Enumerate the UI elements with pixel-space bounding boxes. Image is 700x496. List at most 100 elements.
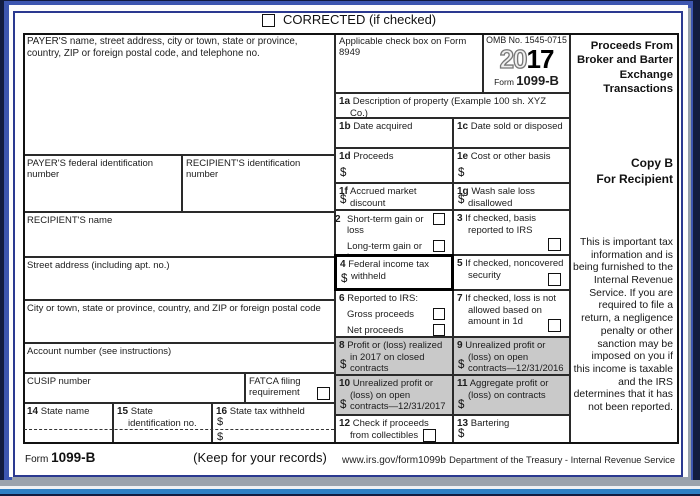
box-1e-cost-basis-field[interactable]: 1e Cost or other basis $ bbox=[453, 148, 570, 183]
box-13-dollar: $ bbox=[458, 428, 465, 441]
box-5-label: If checked, noncovered security bbox=[465, 258, 564, 281]
account-number-label: Account number (see instructions) bbox=[27, 346, 172, 357]
corrected-label: CORRECTED (if checked) bbox=[283, 12, 437, 27]
box-12-label: Check if proceeds from collectibles bbox=[350, 418, 429, 441]
box-1a-label: Description of property (Example 100 sh.… bbox=[350, 96, 547, 119]
box-14-number: 14 bbox=[27, 406, 39, 417]
box-12-collectibles-cell: 12 Check if proceeds from collectibles bbox=[335, 415, 453, 444]
recipient-notice: This is important tax information and is… bbox=[573, 237, 673, 413]
box-6-net-proceeds-label: Net proceeds bbox=[347, 324, 404, 336]
box-14-state-name-field[interactable]: 14 State name bbox=[23, 403, 113, 444]
box-3-basis-reported-cell: 3 If checked, basis reported to IRS bbox=[453, 210, 570, 255]
recipient-tin-label: RECIPIENT'S identification number bbox=[186, 158, 301, 181]
box-16-number: 16 bbox=[216, 406, 228, 417]
copy-b-label: Copy B bbox=[631, 156, 673, 170]
corrected-checkbox[interactable] bbox=[262, 14, 275, 27]
box-6-net-proceeds-checkbox[interactable] bbox=[433, 323, 445, 336]
box-15-number: 15 bbox=[117, 406, 129, 417]
irs-url-link[interactable]: www.irs.gov/form1099b bbox=[342, 455, 446, 466]
payer-info-field[interactable]: PAYER'S name, street address, city or to… bbox=[23, 33, 335, 155]
box-2-long-term-checkbox[interactable] bbox=[433, 239, 445, 252]
box-3-label: If checked, basis reported to IRS bbox=[465, 213, 536, 236]
box-1b-label: Date acquired bbox=[353, 121, 413, 132]
box-6-gross-proceeds-label: Gross proceeds bbox=[347, 308, 415, 320]
form-8949-checkbox-field[interactable]: Applicable check box on Form 8949 bbox=[335, 33, 483, 93]
bottom-blue-bar bbox=[0, 489, 700, 494]
right-column: Proceeds From Broker and Barter Exchange… bbox=[570, 33, 679, 444]
fatca-label: FATCA filing requirement bbox=[249, 376, 301, 399]
box-1e-dollar: $ bbox=[458, 167, 465, 180]
box-14-label: State name bbox=[40, 406, 90, 417]
box-1e-label: Cost or other basis bbox=[470, 151, 551, 162]
box-1b-date-acquired-field[interactable]: 1b Date acquired bbox=[335, 118, 453, 148]
box-2-gain-type-cell: 2 Short-term gain or loss Long-term gain … bbox=[335, 210, 453, 279]
box-16-label: State tax withheld bbox=[229, 406, 305, 417]
box-1f-label: Accrued market discount bbox=[350, 186, 417, 209]
box-2-short-term-checkbox[interactable] bbox=[433, 213, 445, 225]
box-3-checkbox[interactable] bbox=[548, 238, 561, 251]
box-9-label: Unrealized profit or (loss) on open cont… bbox=[465, 340, 564, 374]
recipient-name-label: RECIPIENT'S name bbox=[27, 215, 113, 226]
treasury-label: Department of the Treasury - Internal Re… bbox=[449, 455, 675, 465]
form-number-header: Form 1099-B bbox=[494, 73, 559, 89]
box-1c-date-sold-field[interactable]: 1c Date sold or disposed bbox=[453, 118, 570, 148]
box-4-label: Federal income tax withheld bbox=[348, 259, 429, 282]
bottom-shadow-strip bbox=[0, 480, 700, 486]
box-7-loss-not-allowed-cell: 7 If checked, loss is not allowed based … bbox=[453, 290, 570, 337]
fatca-checkbox[interactable] bbox=[317, 387, 330, 400]
box-8-profit-closed-field[interactable]: 8 Profit or (loss) realized in 2017 on c… bbox=[335, 337, 453, 375]
box-12-checkbox[interactable] bbox=[423, 429, 436, 442]
box-1d-proceeds-field[interactable]: 1d Proceeds $ bbox=[335, 148, 453, 183]
box-7-label: If checked, loss is not allowed based on… bbox=[465, 293, 557, 327]
payer-tin-label: PAYER'S federal identification number bbox=[27, 158, 154, 181]
box-11-aggregate-field[interactable]: 11 Aggregate profit or (loss) on contrac… bbox=[453, 375, 570, 415]
box-16-dollar-1: $ bbox=[217, 416, 224, 428]
box-4-fed-tax-withheld-field[interactable]: 4 Federal income tax withheld $ bbox=[334, 254, 454, 291]
box-1g-wash-sale-field[interactable]: 1g Wash sale loss disallowed $ bbox=[453, 183, 570, 210]
cusip-field[interactable]: CUSIP number bbox=[23, 373, 245, 403]
box-13-label: Bartering bbox=[470, 418, 510, 429]
box-1g-dollar: $ bbox=[458, 194, 465, 207]
form-8949-label: Applicable check box on Form 8949 bbox=[339, 36, 467, 59]
payer-tin-field[interactable]: PAYER'S federal identification number bbox=[23, 155, 182, 212]
box-15-state-id-field[interactable]: 15 State identification no. bbox=[113, 403, 212, 444]
box-16-state-tax-field[interactable]: 16 State tax withheld $ $ bbox=[212, 403, 335, 444]
box-6-reported-to-irs-cell: 6 Reported to IRS: Gross proceeds Net pr… bbox=[335, 290, 453, 337]
street-address-label: Street address (including apt. no.) bbox=[27, 260, 170, 271]
box-10-unrealized-2017-field[interactable]: 10 Unrealized profit or (loss) on open c… bbox=[335, 375, 453, 415]
city-label: City or town, state or province, country… bbox=[27, 303, 321, 314]
box-8-dollar: $ bbox=[340, 359, 347, 372]
box-13-bartering-field[interactable]: 13 Bartering $ bbox=[453, 415, 570, 444]
box-9-unrealized-2016-field[interactable]: 9 Unrealized profit or (loss) on open co… bbox=[453, 337, 570, 375]
box-6-label: Reported to IRS: bbox=[347, 293, 418, 304]
box-10-dollar: $ bbox=[340, 399, 347, 412]
box-2-short-term-label: Short-term gain or loss bbox=[347, 214, 424, 237]
box-1a-description-field[interactable]: 1a Description of property (Example 100 … bbox=[335, 93, 570, 119]
for-recipient-label: For Recipient bbox=[596, 171, 673, 186]
box-16-dollar-2: $ bbox=[217, 431, 224, 443]
keep-for-records-label: (Keep for your records) bbox=[193, 450, 327, 465]
payer-info-label: PAYER'S name, street address, city or to… bbox=[27, 36, 298, 59]
box-10-label: Unrealized profit or (loss) on open cont… bbox=[350, 378, 446, 412]
box-8-label: Profit or (loss) realized in 2017 on clo… bbox=[347, 340, 443, 374]
city-field[interactable]: City or town, state or province, country… bbox=[23, 300, 335, 343]
recipient-name-field[interactable]: RECIPIENT'S name bbox=[23, 212, 335, 257]
omb-number: OMB No. 1545-0715 bbox=[486, 35, 567, 45]
tax-year: 2017 bbox=[499, 44, 554, 75]
cusip-label: CUSIP number bbox=[27, 376, 91, 387]
box-7-checkbox[interactable] bbox=[548, 319, 561, 332]
recipient-tin-field[interactable]: RECIPIENT'S identification number bbox=[182, 155, 335, 212]
box-9-dollar: $ bbox=[458, 359, 465, 372]
form-title: Proceeds From Broker and Barter Exchange… bbox=[576, 40, 673, 96]
box-11-dollar: $ bbox=[458, 399, 465, 412]
box-1d-dollar: $ bbox=[340, 167, 347, 180]
account-number-field[interactable]: Account number (see instructions) bbox=[23, 343, 335, 373]
omb-year-cell: OMB No. 1545-0715 2017 Form 1099-B bbox=[483, 33, 570, 93]
footer-form-number: Form 1099-B bbox=[25, 450, 96, 465]
box-6-gross-proceeds-checkbox[interactable] bbox=[433, 307, 445, 320]
bottom-white-strip bbox=[0, 486, 700, 489]
street-address-field[interactable]: Street address (including apt. no.) bbox=[23, 257, 335, 300]
box-5-checkbox[interactable] bbox=[548, 273, 561, 286]
box-1f-accrued-discount-field[interactable]: 1f Accrued market discount $ bbox=[335, 183, 453, 210]
